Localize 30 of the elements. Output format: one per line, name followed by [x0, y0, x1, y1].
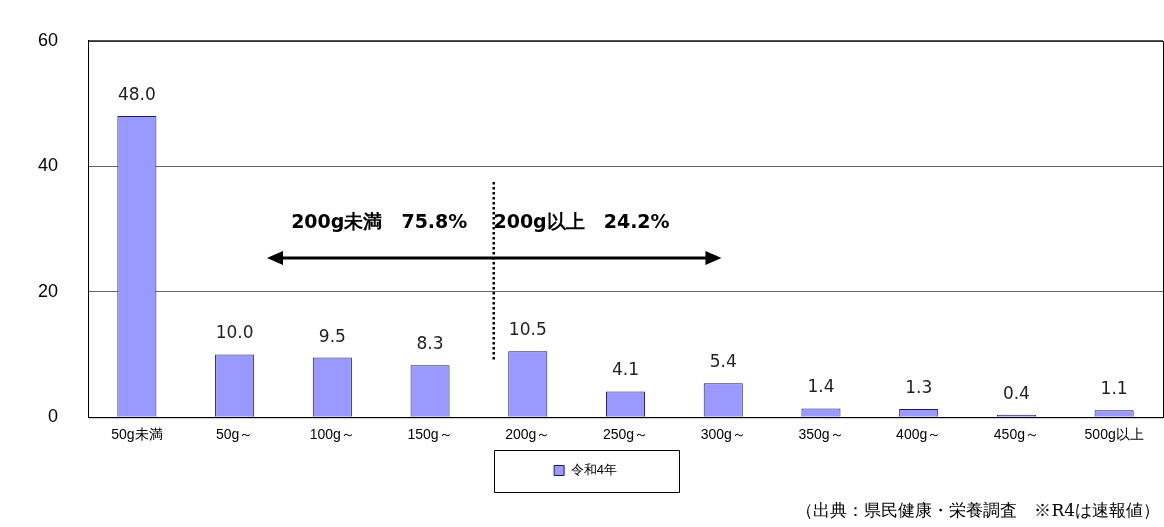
y-tick-label: 40 — [37, 155, 59, 176]
x-tick-label: 100g～ — [309, 426, 355, 443]
data-label: 10.5 — [508, 319, 547, 340]
data-label: 4.1 — [611, 359, 640, 380]
data-label: 5.4 — [709, 351, 737, 372]
text: （出典：県民健康・栄養調査 ※R4は速報値） — [796, 500, 1160, 521]
data-label: 1.3 — [905, 376, 933, 397]
y-tick-label: 0 — [48, 406, 59, 427]
data-label: 48.0 — [117, 84, 156, 104]
x-tick-label: 500g以上 — [1084, 426, 1144, 443]
y-tick-label: 20 — [37, 280, 59, 301]
data-label: 8.3 — [416, 333, 444, 354]
data-label: 1.1 — [1100, 378, 1128, 399]
x-tick-label: 200g～ — [505, 426, 551, 443]
x-tick-label: 50g～ — [215, 426, 254, 443]
legend-label: 令和4年 — [570, 462, 617, 478]
x-tick-label: 50g未満 — [111, 426, 163, 443]
x-tick-label: 450g～ — [993, 426, 1039, 443]
data-label: 10.0 — [215, 322, 254, 343]
x-tick-label: 400g～ — [896, 426, 942, 443]
annotation: 200g未満 75.8% — [291, 209, 468, 232]
data-label: 1.4 — [807, 376, 835, 397]
x-tick-label: 300g～ — [700, 426, 746, 443]
data-label: 0.4 — [1002, 382, 1030, 403]
x-tick-label: 150g～ — [407, 426, 453, 443]
annotation: 200g以上 24.2% — [493, 209, 670, 232]
x-tick-label: 250g～ — [602, 426, 649, 443]
data-label: 9.5 — [318, 325, 346, 346]
x-tick-label: 350g～ — [798, 426, 844, 443]
y-tick-label: 60 — [37, 29, 59, 50]
